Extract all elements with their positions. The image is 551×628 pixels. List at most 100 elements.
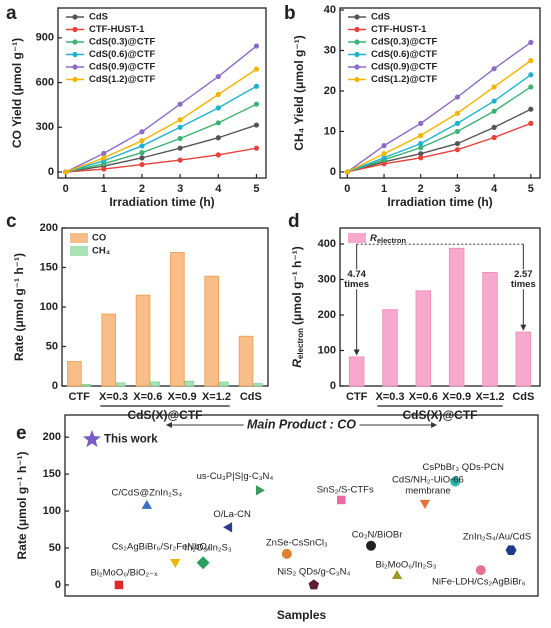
y-tick-label: 0 [48, 166, 54, 178]
data-point [177, 135, 183, 142]
legend-marker [72, 39, 78, 45]
point-label: This work [104, 433, 158, 445]
series-line [347, 74, 532, 173]
point-label: Co₂N/BiOBr [352, 529, 403, 540]
point-label: CdS/NH₂-UiO-66 [392, 474, 464, 485]
legend-label: CdS(1.2)@CTF [371, 74, 437, 85]
legend-symbol: R [370, 233, 377, 244]
x-tick-label: 5 [528, 183, 534, 195]
point-label: NiFe-LDH/Cs₂AgBiBr₆ [432, 577, 526, 588]
data-point [139, 138, 145, 144]
bar [253, 383, 263, 387]
bar [101, 313, 116, 387]
x-tick-label: X=0.3 [99, 391, 128, 403]
x-tick-label: 5 [253, 183, 259, 195]
legend-label: CdS(0.3)@CTF [371, 37, 437, 48]
data-point [505, 545, 517, 555]
point-label: membrane [405, 485, 450, 496]
data-point [139, 150, 145, 156]
legend-label: Relectron [370, 233, 406, 245]
y-tick-label: 0 [52, 380, 58, 392]
data-point [381, 161, 387, 167]
point-label: NiS₂ QDs/g-C₃N₄ [277, 566, 350, 577]
series-line [65, 147, 257, 173]
legend-label: CdS [371, 12, 390, 23]
point-label: Bi₂MoO₆/BiO₂₋ₓ [90, 567, 158, 578]
x-tick-label: 4 [491, 183, 498, 195]
legend-label: CdS(0.9)@CTF [371, 62, 437, 73]
y-tick-label: 100 [43, 505, 61, 517]
data-point [253, 66, 260, 72]
y-tick-label: 100 [40, 301, 58, 313]
data-point [418, 145, 424, 151]
data-point [528, 84, 534, 90]
x-tick-label: 2 [139, 183, 145, 195]
bar [204, 275, 219, 387]
data-point [177, 101, 183, 107]
series-line [65, 103, 257, 173]
x-tick-label: CdS [240, 391, 262, 403]
series-line [65, 68, 257, 173]
y-tick-label: 0 [330, 380, 336, 392]
legend-marker [354, 76, 360, 83]
x-tick-label: CTF [68, 391, 90, 403]
bar [67, 361, 82, 387]
annotation-bg [343, 279, 370, 290]
x-tick-label: X=0.6 [409, 391, 438, 403]
y-label-symbol: R [290, 359, 304, 368]
bar [348, 356, 365, 387]
y-tick-label: 30 [324, 44, 336, 56]
legend-swatch [70, 233, 88, 243]
data-point [141, 499, 153, 509]
legend-marker [72, 14, 78, 20]
data-point [491, 84, 497, 90]
data-point [215, 105, 221, 111]
data-point [491, 98, 497, 104]
y-tick-label: 20 [324, 85, 336, 97]
y-tick-label: 600 [36, 76, 54, 88]
data-point [336, 495, 346, 505]
x-tick-label: CdS [512, 391, 534, 403]
bar [238, 335, 254, 387]
point-label: C/CdS@ZnIn₂S₄ [112, 487, 183, 498]
data-point [215, 91, 221, 98]
data-point [63, 169, 69, 175]
data-point [381, 155, 387, 161]
y-tick-label: 150 [40, 261, 58, 273]
bar [135, 294, 151, 387]
legend-label: CTF-HUST-1 [89, 24, 145, 35]
x-axis-label: Irradiation time (h) [387, 195, 492, 209]
panel-label: c [6, 211, 17, 232]
y-axis-label: Rate (μmol g⁻¹ h⁻¹) [12, 253, 26, 361]
data-point [528, 72, 534, 78]
annotation: 2.57 [514, 269, 533, 280]
data-point [101, 150, 107, 156]
y-axis-label: Rate (μmol g⁻¹ h⁻¹) [15, 451, 29, 559]
data-point [215, 152, 221, 158]
data-point [528, 120, 534, 126]
plot-frame [64, 414, 539, 597]
data-point [491, 108, 497, 114]
y-label-subscript: electron [296, 328, 305, 359]
bar [382, 309, 398, 387]
legend-swatch [70, 246, 88, 256]
data-point [491, 66, 497, 72]
point-label: us-Cu₃P|S|g-C₃N₄ [197, 471, 274, 482]
point-label: ZnSe-CsSnCl₃ [266, 537, 328, 548]
data-point [454, 94, 461, 100]
data-point [253, 122, 260, 128]
legend-marker [354, 64, 360, 70]
data-point [255, 485, 265, 496]
annotation: 4.74 [347, 269, 366, 280]
data-point [418, 140, 424, 147]
series-line [346, 41, 532, 173]
legend-marker [72, 51, 78, 58]
data-point [491, 134, 497, 141]
y-tick-label: 0 [55, 579, 61, 591]
data-point [139, 129, 145, 135]
data-point [215, 135, 221, 141]
y-tick-label: 200 [318, 309, 336, 321]
x-tick-label: X=0.6 [133, 391, 162, 403]
data-point [223, 522, 233, 533]
point-label: Cs₂AgBiBr₆/Sr₂FeNbO₄ [112, 542, 211, 553]
